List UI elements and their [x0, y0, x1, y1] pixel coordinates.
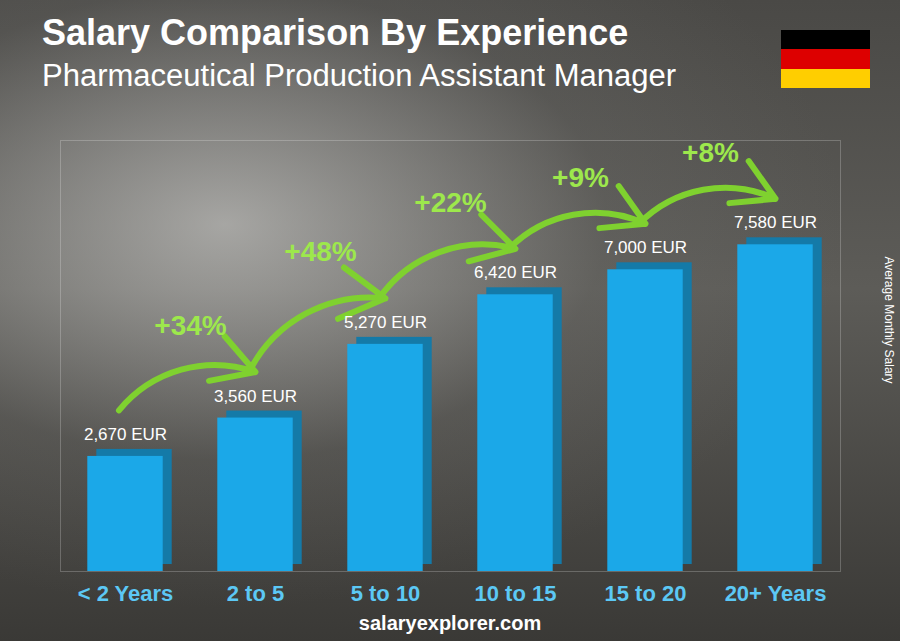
html-text:Pharmaceutical Production Assi: Pharmaceutical Production Assistant Mana…	[42, 58, 677, 93]
svg-text:+48%: +48%	[284, 236, 356, 267]
svg-text:+34%: +34%	[154, 310, 226, 341]
svg-text:20+ Years: 20+ Years	[725, 581, 827, 606]
svg-text:3,560 EUR: 3,560 EUR	[214, 387, 297, 406]
svg-text:5,270 EUR: 5,270 EUR	[344, 313, 427, 332]
svg-text:10 to 15: 10 to 15	[475, 581, 557, 606]
svg-text:15 to 20: 15 to 20	[605, 581, 687, 606]
html-text:Average Monthly Salary: Average Monthly Salary	[882, 256, 896, 384]
svg-text:< 2 Years: < 2 Years	[78, 581, 174, 606]
html-text:salaryexplorer.com: salaryexplorer.com	[358, 612, 542, 634]
svg-text:+22%: +22%	[414, 187, 486, 218]
svg-text:+9%: +9%	[552, 162, 609, 193]
svg-text:2,670 EUR: 2,670 EUR	[84, 425, 167, 444]
svg-text:6,420 EUR: 6,420 EUR	[474, 263, 557, 282]
svg-text:2 to 5: 2 to 5	[227, 581, 284, 606]
svg-text:+8%: +8%	[682, 137, 739, 168]
svg-text:7,580 EUR: 7,580 EUR	[734, 213, 817, 232]
svg-text:5 to 10: 5 to 10	[351, 581, 421, 606]
svg-text:7,000 EUR: 7,000 EUR	[604, 238, 687, 257]
html-text:Salary Comparison By Experienc: Salary Comparison By Experience	[42, 12, 629, 53]
